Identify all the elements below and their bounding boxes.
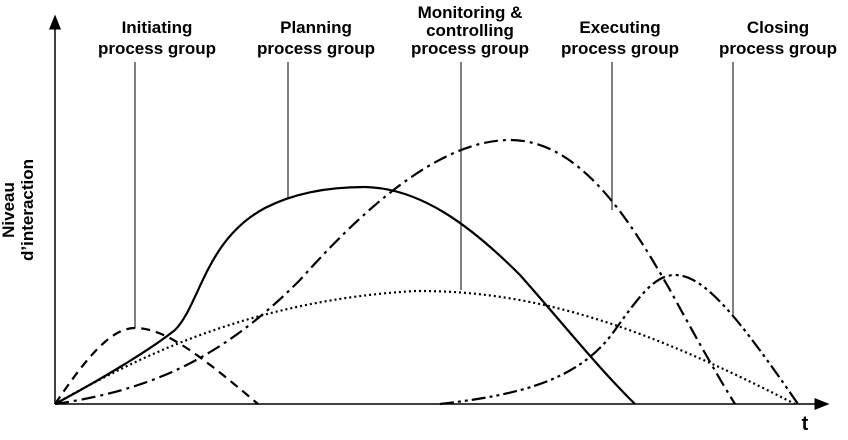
- group-label: Closing: [747, 18, 809, 37]
- executing-curve: [54, 138, 736, 406]
- y-axis-label: Niveau: [0, 182, 18, 238]
- group-label: Planning: [280, 18, 352, 37]
- group-label: process group: [98, 39, 216, 58]
- group-label: Initiating: [122, 18, 193, 37]
- closing-curve: [439, 273, 799, 406]
- x-axis-label: t: [802, 413, 809, 435]
- monitoring-curve: [54, 289, 796, 405]
- planning-curve: [54, 185, 636, 405]
- initiating-curve: [54, 326, 259, 405]
- group-label: process group: [561, 39, 679, 58]
- group-label: process group: [411, 39, 529, 58]
- y-axis-label: d’interaction: [18, 159, 37, 261]
- group-label: controlling: [426, 21, 514, 40]
- group-label: process group: [257, 39, 375, 58]
- group-label: Monitoring &: [418, 3, 523, 22]
- group-label: Executing: [579, 18, 660, 37]
- group-label: process group: [719, 39, 837, 58]
